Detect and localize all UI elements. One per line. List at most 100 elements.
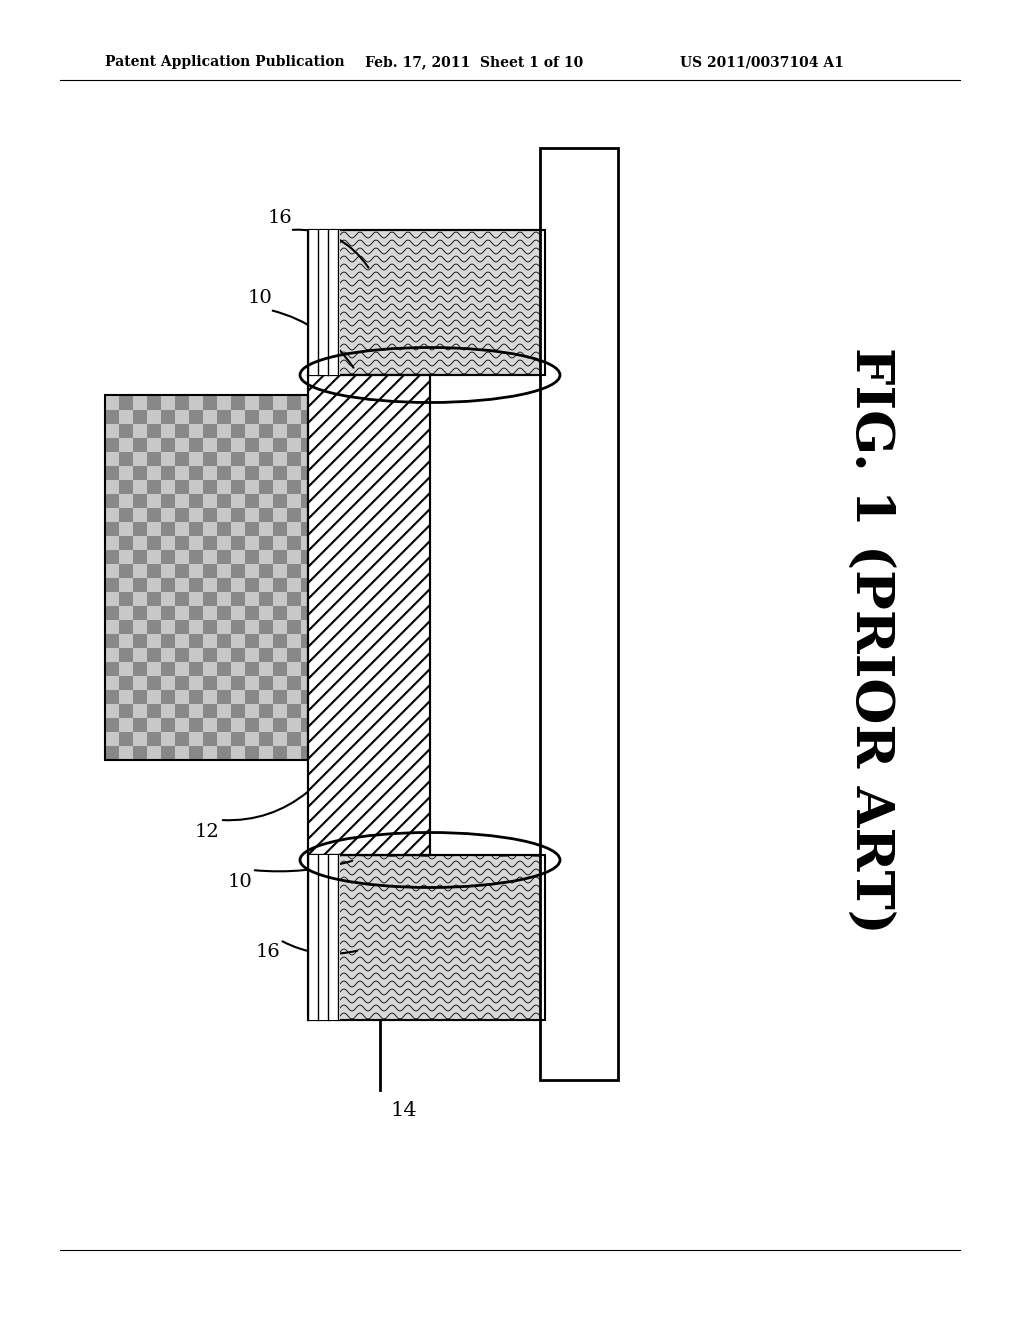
Bar	[175, 676, 189, 690]
Bar	[259, 591, 273, 606]
Bar	[119, 733, 133, 746]
Bar	[301, 521, 308, 536]
Bar	[175, 536, 189, 550]
Bar	[203, 396, 217, 411]
Bar	[189, 411, 203, 424]
Bar	[540, 148, 618, 1080]
Text: 12: 12	[195, 822, 220, 841]
Bar	[217, 718, 231, 733]
Bar	[259, 466, 273, 480]
Bar	[287, 536, 301, 550]
Bar	[308, 230, 545, 375]
Bar	[147, 466, 161, 480]
Bar	[161, 733, 175, 746]
Bar	[105, 606, 119, 620]
Bar	[273, 634, 287, 648]
Bar	[273, 424, 287, 438]
Bar	[245, 564, 259, 578]
Bar	[175, 591, 189, 606]
Bar	[259, 746, 273, 760]
Bar	[133, 591, 147, 606]
Bar	[133, 648, 147, 663]
Bar	[189, 480, 203, 494]
Bar	[301, 451, 308, 466]
Bar	[203, 733, 217, 746]
Bar	[245, 663, 259, 676]
Bar	[105, 718, 119, 733]
Bar	[147, 578, 161, 591]
Bar	[119, 480, 133, 494]
Bar	[161, 718, 175, 733]
Bar	[259, 733, 273, 746]
Bar	[105, 690, 119, 704]
Text: 10: 10	[228, 873, 253, 891]
Bar	[308, 855, 545, 1020]
Bar	[259, 564, 273, 578]
Bar	[273, 690, 287, 704]
Bar	[147, 663, 161, 676]
Bar	[231, 606, 245, 620]
Bar	[231, 451, 245, 466]
Bar	[133, 578, 147, 591]
Bar	[105, 648, 119, 663]
Bar	[133, 704, 147, 718]
Bar	[175, 466, 189, 480]
Bar	[231, 663, 245, 676]
Bar	[105, 480, 119, 494]
Bar	[119, 411, 133, 424]
Bar	[133, 564, 147, 578]
Bar	[161, 746, 175, 760]
Bar	[231, 648, 245, 663]
Bar	[119, 578, 133, 591]
Bar	[273, 521, 287, 536]
Bar	[203, 663, 217, 676]
Bar	[119, 451, 133, 466]
Bar	[259, 411, 273, 424]
Bar	[203, 591, 217, 606]
Bar	[231, 550, 245, 564]
Bar	[231, 676, 245, 690]
Bar	[231, 620, 245, 634]
Bar	[105, 438, 119, 451]
Bar	[203, 466, 217, 480]
Bar	[217, 733, 231, 746]
Bar	[189, 718, 203, 733]
Bar	[119, 536, 133, 550]
Bar	[119, 704, 133, 718]
Bar	[287, 564, 301, 578]
Bar	[133, 480, 147, 494]
Bar	[161, 591, 175, 606]
Bar	[119, 648, 133, 663]
Bar	[231, 411, 245, 424]
Bar	[301, 550, 308, 564]
Bar	[273, 591, 287, 606]
Bar	[119, 396, 133, 411]
Bar	[105, 591, 119, 606]
Bar	[273, 536, 287, 550]
Bar	[301, 634, 308, 648]
Bar	[175, 578, 189, 591]
Bar	[175, 438, 189, 451]
Bar	[287, 424, 301, 438]
Bar	[203, 411, 217, 424]
Bar	[245, 466, 259, 480]
Bar	[105, 620, 119, 634]
Bar	[133, 606, 147, 620]
Bar	[119, 591, 133, 606]
Bar	[287, 718, 301, 733]
Bar	[287, 550, 301, 564]
Bar	[203, 564, 217, 578]
Bar	[287, 676, 301, 690]
Bar	[273, 718, 287, 733]
Bar	[273, 411, 287, 424]
Bar	[301, 411, 308, 424]
Bar	[301, 704, 308, 718]
Bar	[301, 718, 308, 733]
Bar	[119, 494, 133, 508]
Bar	[231, 508, 245, 521]
Bar	[301, 466, 308, 480]
Bar	[189, 578, 203, 591]
Bar	[105, 451, 119, 466]
Bar	[231, 494, 245, 508]
Bar	[301, 438, 308, 451]
